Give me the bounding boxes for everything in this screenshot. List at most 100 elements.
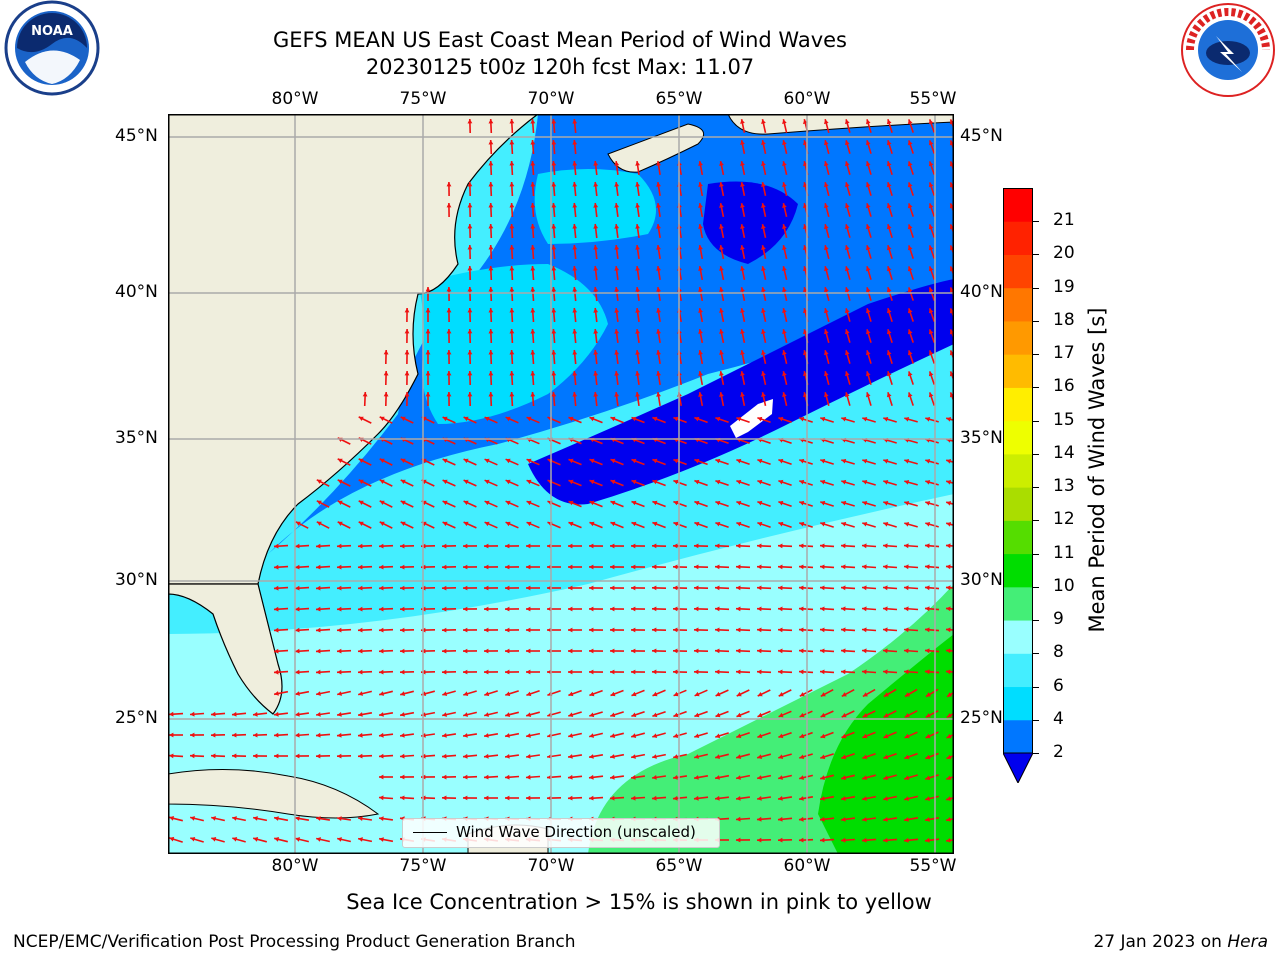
wave-direction-arrowhead: [505, 479, 511, 485]
wave-direction-arrowhead: [484, 733, 489, 738]
wave-direction-arrowhead: [488, 182, 494, 187]
wave-direction-arrowhead: [593, 308, 599, 313]
wave-direction-arrowhead: [886, 182, 892, 188]
wave-direction-arrowhead: [379, 691, 384, 696]
wave-direction-arrowhead: [568, 543, 573, 549]
wave-direction-arrowhead: [652, 458, 658, 464]
wave-direction-arrowhead: [673, 691, 679, 697]
wave-direction-arrowhead: [925, 606, 930, 612]
wave-direction-arrowhead: [862, 669, 867, 675]
colorbar-tick-label: 19: [1053, 276, 1075, 297]
wave-direction-arrowhead: [778, 692, 784, 697]
wave-direction-arrowhead: [715, 795, 720, 801]
wave-direction-arrowhead: [740, 140, 745, 145]
wave-direction-arrowhead: [694, 564, 699, 570]
wave-direction-arrowhead: [761, 266, 766, 271]
wave-direction-arrowhead: [820, 816, 825, 822]
wave-direction-arrowhead: [463, 774, 468, 780]
wave-direction-arrowhead: [379, 543, 384, 549]
wave-direction-arrowhead: [400, 795, 405, 801]
wave-direction-arrowhead: [572, 392, 578, 397]
wave-direction-arrowhead: [694, 606, 699, 612]
colorbar-segment: [1003, 487, 1033, 521]
wave-direction-arrowhead: [295, 521, 301, 526]
wave-direction-arrowhead: [799, 606, 804, 612]
wave-direction-arrowhead: [572, 371, 578, 376]
wave-direction-arrowhead: [652, 775, 657, 780]
wave-direction-arrowhead: [824, 266, 829, 272]
wave-direction-arrowhead: [400, 564, 405, 570]
wave-direction-arrowhead: [698, 245, 703, 250]
wave-direction-arrowhead: [841, 648, 846, 654]
wave-direction-arrowhead: [589, 500, 595, 506]
wave-direction-arrowhead: [572, 266, 578, 271]
wave-direction-arrowhead: [698, 182, 703, 187]
wave-direction-arrowhead: [925, 459, 931, 464]
wave-direction-arrowhead: [442, 627, 447, 633]
colorbar-tick-mark: [1033, 753, 1039, 754]
wave-direction-arrowhead: [442, 564, 447, 570]
wave-direction-arrowhead: [656, 392, 661, 397]
wave-direction-arrowhead: [568, 416, 574, 422]
period-band-10-11: [818, 634, 954, 854]
wave-direction-arrowhead: [782, 329, 787, 334]
noaa-logo: NOAA: [4, 0, 100, 96]
wave-direction-arrowhead: [719, 224, 724, 229]
wave-direction-arrowhead: [656, 371, 661, 376]
wave-direction-arrowhead: [614, 350, 620, 355]
wave-direction-arrowhead: [904, 796, 909, 801]
colorbar-segment: [1003, 453, 1033, 488]
wave-direction-arrowhead: [404, 329, 410, 334]
wave-direction-arrowhead: [484, 691, 490, 697]
wave-direction-arrowhead: [484, 416, 490, 422]
wave-direction-arrowhead: [316, 479, 322, 484]
wave-direction-arrowhead: [379, 585, 384, 591]
wave-direction-arrowhead: [946, 669, 951, 675]
wave-direction-arrowhead: [295, 712, 300, 717]
wave-direction-arrowhead: [883, 648, 888, 654]
wave-direction-arrowhead: [526, 416, 532, 422]
wave-direction-arrowhead: [652, 733, 658, 738]
wave-direction-arrowhead: [799, 692, 805, 697]
wave-direction-arrowhead: [761, 161, 766, 166]
wave-direction-arrowhead: [551, 392, 557, 397]
wave-direction-arrowhead: [824, 371, 829, 377]
wave-direction-arrowhead: [883, 606, 888, 612]
wave-direction-arrowhead: [778, 669, 783, 675]
wave-direction-arrowhead: [799, 479, 805, 485]
wave-direction-arrowhead: [400, 712, 405, 717]
wave-direction-arrowhead: [652, 521, 658, 527]
wave-direction-arrowhead: [757, 500, 763, 506]
wave-direction-arrowhead: [841, 585, 846, 591]
period-band-below-2-north: [703, 181, 798, 264]
wave-direction-arrowhead: [694, 712, 700, 718]
wave-direction-arrowhead: [589, 691, 595, 697]
wave-direction-arrowhead: [820, 775, 825, 780]
wave-direction-arrowhead: [614, 224, 620, 229]
wave-direction-arrowhead: [509, 161, 515, 166]
wave-direction-arrowhead: [316, 691, 321, 696]
wave-direction-arrowhead: [488, 203, 494, 208]
wave-direction-arrowhead: [488, 371, 494, 376]
wave-direction-arrowhead: [442, 669, 447, 675]
wave-direction-arrowhead: [446, 203, 452, 208]
wave-direction-arrowhead: [425, 371, 431, 376]
wave-direction-arrowhead: [820, 416, 826, 422]
wave-direction-arrowhead: [866, 392, 871, 398]
wave-direction-arrowhead: [841, 564, 846, 570]
wave-direction-arrowhead: [635, 350, 640, 355]
wave-direction-arrowhead: [715, 691, 721, 697]
wave-direction-arrowhead: [886, 287, 892, 293]
wave-direction-arrowhead: [467, 245, 473, 250]
wave-direction-arrowhead: [652, 669, 657, 675]
colorbar-tick-mark: [1033, 387, 1039, 389]
wave-direction-arrowhead: [635, 266, 640, 271]
wave-direction-arrowhead: [337, 564, 342, 570]
wave-direction-arrowhead: [928, 161, 934, 167]
wave-direction-arrowhead: [778, 712, 784, 718]
wave-direction-arrowhead: [211, 753, 216, 759]
wave-direction-arrowhead: [400, 691, 406, 696]
wave-direction-arrowhead: [845, 329, 850, 335]
colorbar-tick-label: 18: [1053, 309, 1075, 330]
wave-direction-arrowhead: [866, 329, 871, 335]
